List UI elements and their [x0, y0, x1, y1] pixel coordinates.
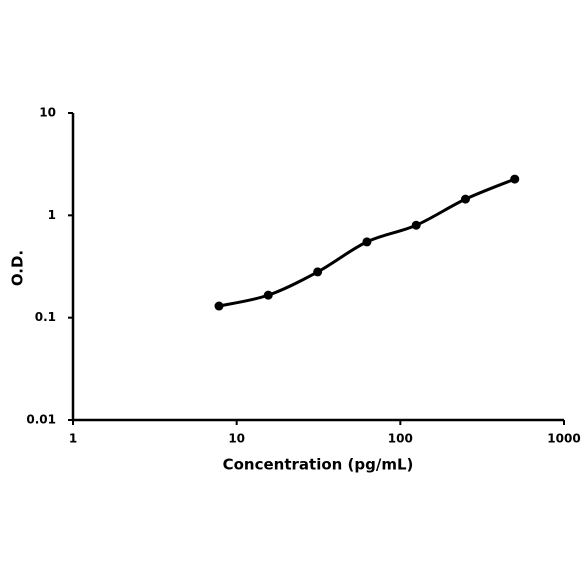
x-axis-title: Concentration (pg/mL) — [223, 456, 414, 474]
data-point — [460, 194, 470, 204]
y-tick-label: 0.01 — [26, 413, 56, 427]
x-tick-label: 1000 — [547, 432, 580, 446]
x-tick-label: 100 — [388, 432, 413, 446]
y-tick-label: 1 — [48, 208, 56, 222]
data-point — [214, 301, 224, 311]
x-tick-label: 10 — [228, 432, 245, 446]
data-point — [510, 174, 520, 184]
data-point — [362, 237, 372, 247]
data-point — [411, 220, 421, 230]
x-tick-label: 1 — [69, 432, 77, 446]
data-point — [313, 267, 323, 277]
y-tick-label: 10 — [39, 106, 56, 120]
y-axis-title: O.D. — [9, 250, 27, 286]
data-point — [263, 290, 273, 300]
y-tick-label: 0.1 — [35, 310, 56, 324]
